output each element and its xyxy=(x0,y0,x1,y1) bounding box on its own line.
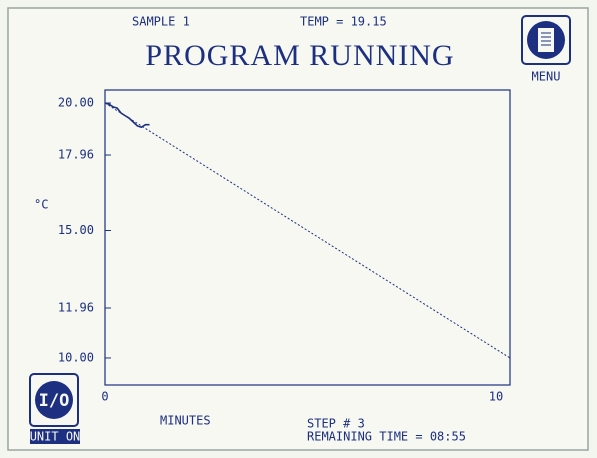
y-tick-label: 17.96 xyxy=(58,148,94,162)
series-line xyxy=(104,102,150,129)
y-tick-label: 11.96 xyxy=(58,300,94,314)
menu-label: MENU xyxy=(532,70,561,84)
temp-readout: TEMP = 19.15 xyxy=(300,15,387,29)
unit-badge xyxy=(30,429,80,444)
step-label: STEP # 3 xyxy=(307,417,365,431)
y-tick-label: 10.00 xyxy=(58,350,94,364)
unit-button[interactable]: I/O xyxy=(29,373,79,427)
y-tick-label: 15.00 xyxy=(58,223,94,237)
sample-label: SAMPLE 1 xyxy=(132,15,190,29)
y-axis-label: °C xyxy=(34,198,48,212)
remaining-time: REMAINING TIME = 08:55 xyxy=(307,430,466,444)
menu-button[interactable] xyxy=(521,15,571,65)
screen-frame xyxy=(7,7,589,451)
x-tick-label: 10 xyxy=(489,390,503,404)
unit-label: UNIT ON xyxy=(30,430,81,444)
x-tick-label: 0 xyxy=(101,390,108,404)
status-title: PROGRAM RUNNING xyxy=(145,39,454,72)
plot-frame xyxy=(104,89,511,386)
unit-icon-glyph: I/O xyxy=(39,391,70,411)
x-axis-label: MINUTES xyxy=(160,414,211,428)
y-tick-label: 20.00 xyxy=(58,96,94,110)
